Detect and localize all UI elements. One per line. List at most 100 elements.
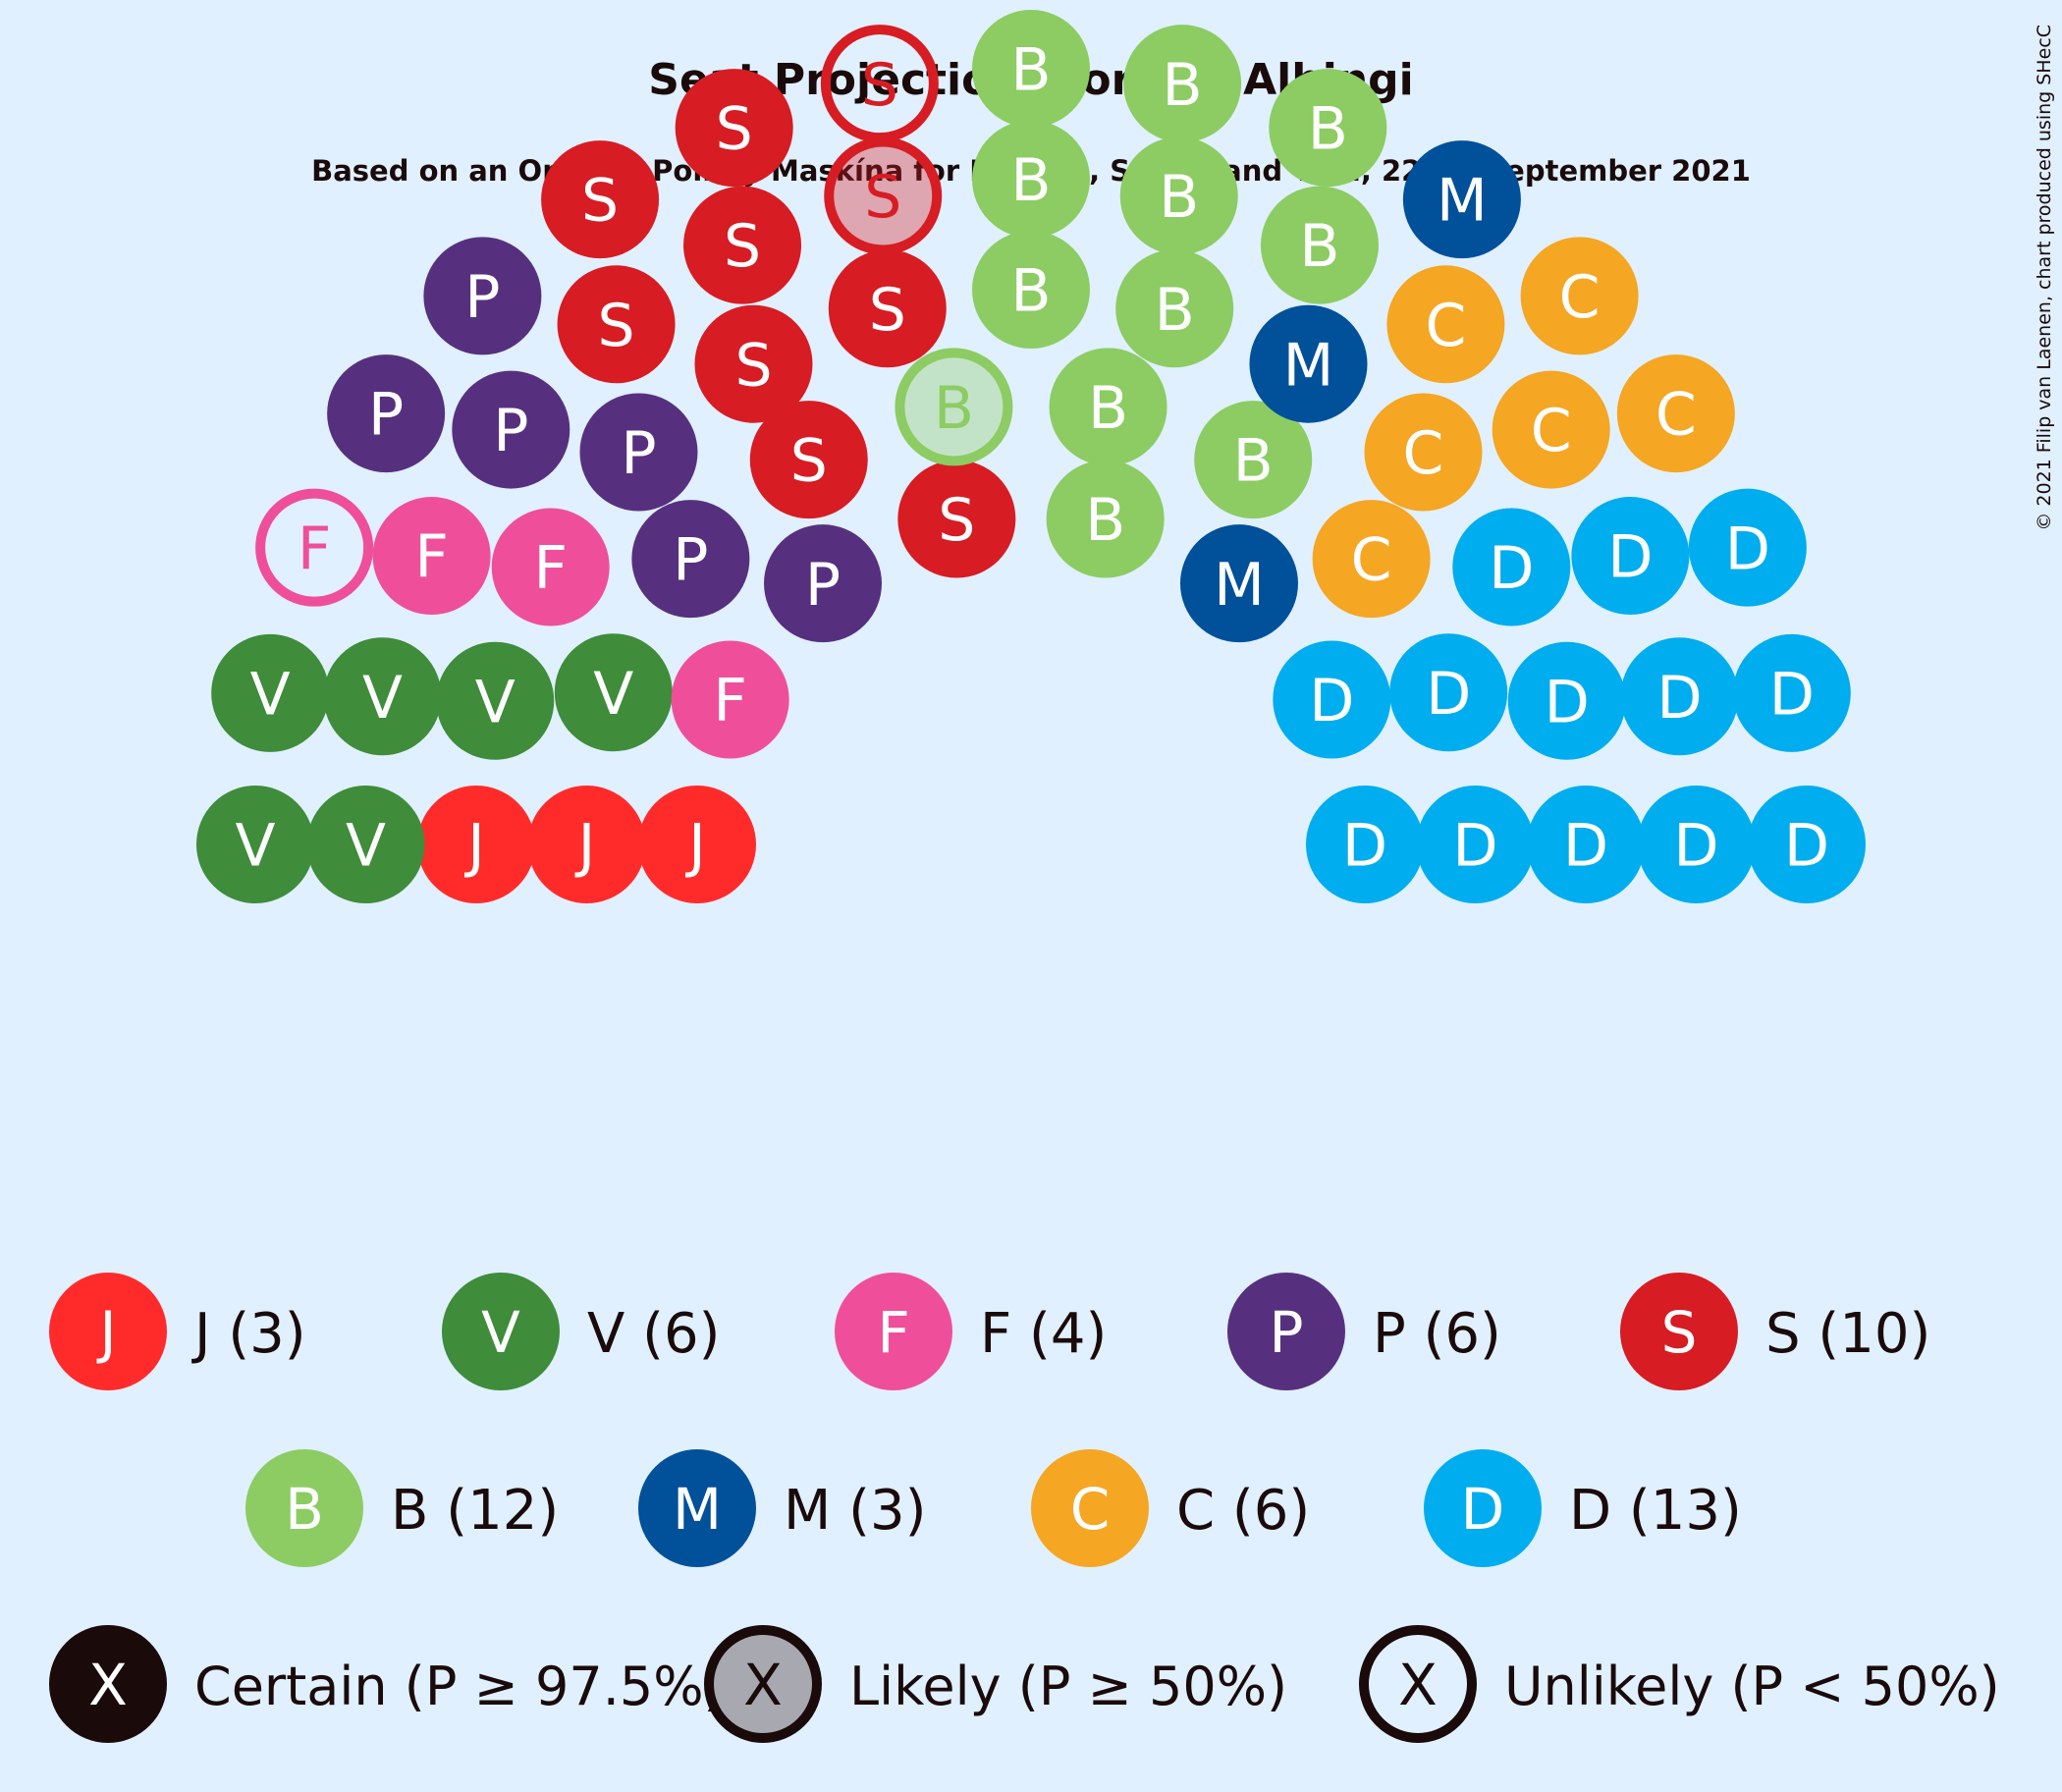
legend-swatch bbox=[245, 1449, 363, 1567]
seat-circle bbox=[527, 786, 646, 903]
seat-D: D bbox=[1748, 786, 1866, 903]
legend-item-C: C C (6) bbox=[1031, 1449, 1310, 1567]
seat-circle bbox=[820, 25, 939, 143]
seat-circle bbox=[764, 524, 883, 643]
legend-item-V: V V (6) bbox=[442, 1273, 720, 1390]
seat-letter: F bbox=[533, 534, 568, 603]
seat-circle bbox=[1616, 354, 1735, 473]
legend-swatch-letter: P bbox=[1270, 1299, 1304, 1366]
seat-circle bbox=[638, 786, 756, 903]
status-swatch bbox=[1359, 1625, 1477, 1743]
seat-letter: M bbox=[1283, 331, 1334, 400]
seat-circle bbox=[306, 786, 425, 903]
seat-B: B bbox=[972, 231, 1090, 349]
seat-circle bbox=[579, 393, 698, 512]
seat-circle bbox=[683, 186, 802, 304]
seat-D: D bbox=[1273, 640, 1391, 759]
legend-swatch bbox=[1620, 1273, 1738, 1390]
seat-circle bbox=[749, 401, 868, 519]
status-symbol: X bbox=[88, 1652, 128, 1718]
seat-letter: B bbox=[1010, 257, 1051, 326]
seat-P: P bbox=[631, 500, 750, 619]
legend-swatch bbox=[638, 1449, 756, 1567]
seat-circle bbox=[554, 633, 673, 752]
seat-letter: D bbox=[1769, 660, 1815, 729]
seat-circle bbox=[972, 231, 1090, 349]
seat-F: F bbox=[255, 488, 374, 607]
seat-P: P bbox=[327, 354, 446, 473]
seat-letter: B bbox=[1163, 51, 1203, 120]
seat-letter: P bbox=[464, 263, 500, 332]
status-label: Likely (P ≥ 50%) bbox=[849, 1656, 1287, 1717]
seat-circle bbox=[671, 640, 789, 759]
seat-circle bbox=[541, 140, 660, 259]
seat-letter: P bbox=[493, 397, 528, 465]
seat-B: B bbox=[1269, 69, 1387, 188]
seat-D: D bbox=[1389, 633, 1508, 752]
legend-swatch-letter: S bbox=[1661, 1299, 1698, 1366]
seat-S: S bbox=[683, 186, 802, 304]
seat-circle bbox=[323, 637, 442, 756]
seat-circle bbox=[1452, 508, 1571, 626]
seat-letter: V bbox=[346, 812, 386, 881]
legend-swatch-letter: C bbox=[1070, 1476, 1111, 1543]
legend-label: F (4) bbox=[980, 1302, 1107, 1366]
seat-D: D bbox=[1732, 633, 1851, 752]
seat-letter: V bbox=[362, 664, 403, 733]
seat-letter: J bbox=[574, 812, 596, 881]
seat-letter: D bbox=[1545, 668, 1590, 736]
seat-letter: S bbox=[716, 95, 753, 164]
status-symbol: X bbox=[743, 1652, 783, 1718]
legend-label: C (6) bbox=[1176, 1479, 1310, 1543]
seat-letter: M bbox=[1437, 167, 1488, 236]
seat-S: S bbox=[820, 25, 939, 143]
seat-F: F bbox=[671, 640, 789, 759]
seat-letter: S bbox=[581, 167, 619, 236]
legend-swatch bbox=[1031, 1449, 1149, 1567]
seat-circle bbox=[211, 633, 330, 752]
seat-B: B bbox=[972, 120, 1090, 239]
seat-P: P bbox=[423, 237, 542, 355]
seat-circle bbox=[491, 508, 610, 626]
legend-swatch bbox=[442, 1273, 560, 1390]
seat-P: P bbox=[579, 393, 698, 512]
seat-circle bbox=[1249, 304, 1368, 423]
seat-circle bbox=[1389, 633, 1508, 752]
seat-letter: B bbox=[1233, 427, 1274, 496]
seat-letter: C bbox=[1425, 292, 1466, 360]
seat-V: V bbox=[323, 637, 442, 756]
seat-J: J bbox=[638, 786, 756, 903]
seat-B: B bbox=[1194, 401, 1313, 519]
seat-letter: V bbox=[593, 660, 633, 729]
seat-B: B bbox=[1115, 249, 1234, 368]
seat-M: M bbox=[1402, 140, 1521, 259]
seat-circle bbox=[1119, 136, 1238, 255]
seat-letter: C bbox=[1531, 397, 1572, 465]
seat-circle bbox=[1049, 348, 1167, 466]
seat-letter: D bbox=[1563, 812, 1608, 881]
seat-letter: P bbox=[621, 419, 656, 488]
seat-B: B bbox=[1046, 460, 1165, 578]
legend-swatch-letter: M bbox=[673, 1476, 722, 1543]
seat-circle bbox=[1520, 237, 1639, 355]
seat-circle bbox=[1637, 786, 1756, 903]
seat-S: S bbox=[749, 401, 868, 519]
seat-letter: D bbox=[1489, 534, 1534, 603]
seat-circle bbox=[1273, 640, 1391, 759]
seat-C: C bbox=[1312, 500, 1431, 619]
seat-V: V bbox=[554, 633, 673, 752]
seat-circle bbox=[1123, 25, 1242, 143]
seat-letter: S bbox=[861, 51, 898, 120]
legend-label: D (13) bbox=[1569, 1479, 1742, 1543]
seat-letter: D bbox=[1784, 812, 1829, 881]
legend-swatch bbox=[1227, 1273, 1345, 1390]
seat-circle bbox=[895, 348, 1013, 466]
seat-D: D bbox=[1306, 786, 1424, 903]
seat-letter: F bbox=[298, 515, 332, 583]
legend-swatch bbox=[49, 1273, 167, 1390]
seat-circle bbox=[694, 304, 813, 423]
seat-letter: D bbox=[1426, 660, 1471, 729]
seat-J: J bbox=[417, 786, 535, 903]
seat-circle bbox=[1312, 500, 1431, 619]
seat-letter: J bbox=[684, 812, 706, 881]
